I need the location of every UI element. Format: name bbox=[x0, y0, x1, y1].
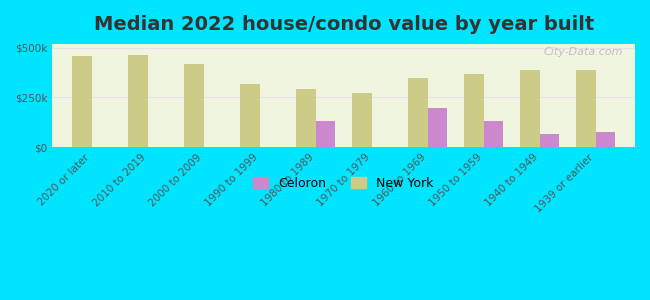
Bar bbox=[72, 56, 92, 147]
Bar bbox=[540, 134, 560, 147]
Bar bbox=[240, 84, 259, 147]
Bar bbox=[520, 70, 540, 147]
Bar bbox=[464, 74, 484, 147]
Bar bbox=[596, 132, 616, 147]
Bar bbox=[428, 108, 447, 147]
Bar bbox=[316, 121, 335, 147]
Bar bbox=[184, 64, 203, 147]
Title: Median 2022 house/condo value by year built: Median 2022 house/condo value by year bu… bbox=[94, 15, 594, 34]
Bar bbox=[576, 70, 596, 147]
Bar bbox=[128, 55, 148, 147]
Legend: Celoron, New York: Celoron, New York bbox=[248, 172, 439, 195]
Bar bbox=[484, 121, 503, 147]
Bar bbox=[296, 88, 316, 147]
Text: City-Data.com: City-Data.com bbox=[544, 47, 623, 57]
Bar bbox=[352, 92, 372, 147]
Bar bbox=[408, 78, 428, 147]
